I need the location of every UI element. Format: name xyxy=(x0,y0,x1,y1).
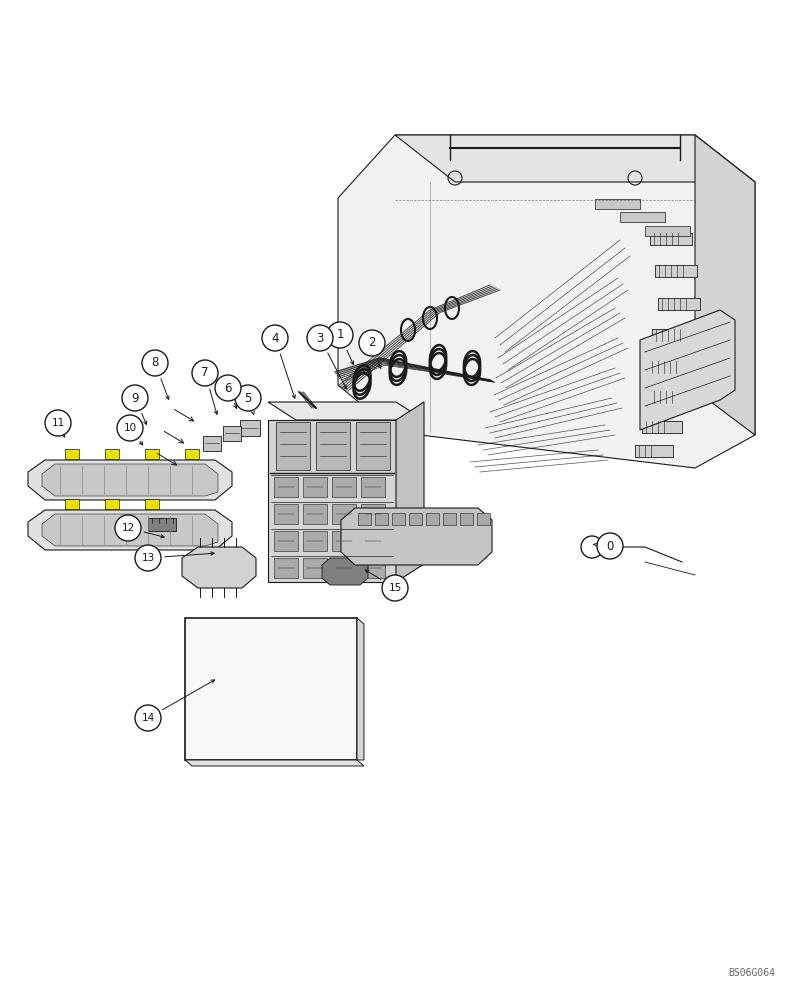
Bar xyxy=(185,618,357,760)
Polygon shape xyxy=(28,510,232,550)
Bar xyxy=(426,513,439,525)
Text: 1: 1 xyxy=(336,328,343,342)
Text: 7: 7 xyxy=(201,366,208,379)
Text: 2: 2 xyxy=(368,336,375,350)
Text: 9: 9 xyxy=(131,391,139,404)
Circle shape xyxy=(307,325,333,351)
Text: 4: 4 xyxy=(271,332,278,344)
Bar xyxy=(392,513,405,525)
Polygon shape xyxy=(268,402,423,420)
Bar xyxy=(358,513,371,525)
Bar xyxy=(361,504,384,524)
Text: 6: 6 xyxy=(224,381,231,394)
Bar xyxy=(273,504,298,524)
Circle shape xyxy=(122,385,148,411)
Circle shape xyxy=(115,515,141,541)
Bar xyxy=(303,477,327,497)
Bar xyxy=(223,426,241,441)
Bar xyxy=(240,420,260,436)
Polygon shape xyxy=(394,135,754,182)
Circle shape xyxy=(117,415,143,441)
Bar xyxy=(460,513,473,525)
Bar xyxy=(273,477,298,497)
Circle shape xyxy=(262,325,288,351)
Polygon shape xyxy=(396,402,423,582)
Bar xyxy=(303,504,327,524)
Bar xyxy=(644,226,689,236)
Bar xyxy=(203,436,221,451)
Circle shape xyxy=(135,705,161,731)
Circle shape xyxy=(234,385,260,411)
Text: 5: 5 xyxy=(244,391,251,404)
Bar xyxy=(145,449,159,459)
Bar xyxy=(375,513,388,525)
Circle shape xyxy=(381,575,407,601)
Bar xyxy=(332,504,355,524)
Bar xyxy=(276,422,310,470)
Bar xyxy=(273,531,298,551)
Bar xyxy=(303,531,327,551)
Text: 13: 13 xyxy=(141,553,154,563)
Bar xyxy=(647,361,689,373)
Circle shape xyxy=(45,410,71,436)
Bar xyxy=(649,391,689,403)
Polygon shape xyxy=(42,464,217,496)
Bar xyxy=(185,449,199,459)
Bar xyxy=(634,445,672,457)
Bar xyxy=(332,558,355,578)
Text: 14: 14 xyxy=(141,713,154,723)
Bar xyxy=(476,513,489,525)
Text: 3: 3 xyxy=(316,332,324,344)
Bar xyxy=(332,531,355,551)
Bar xyxy=(649,233,691,245)
Bar xyxy=(620,212,664,222)
Bar xyxy=(409,513,422,525)
Bar xyxy=(65,449,79,459)
Bar xyxy=(105,499,119,509)
Bar xyxy=(361,558,384,578)
Bar xyxy=(273,558,298,578)
Polygon shape xyxy=(694,135,754,435)
Polygon shape xyxy=(639,310,734,430)
Bar xyxy=(145,499,159,509)
Text: 11: 11 xyxy=(51,418,65,428)
Bar xyxy=(355,422,389,470)
Text: 10: 10 xyxy=(123,423,136,433)
Bar xyxy=(443,513,456,525)
Bar xyxy=(657,298,699,310)
Bar xyxy=(315,422,350,470)
Polygon shape xyxy=(182,547,255,588)
Circle shape xyxy=(135,545,161,571)
Bar xyxy=(148,518,176,531)
Bar xyxy=(654,265,696,277)
Polygon shape xyxy=(341,508,491,565)
Circle shape xyxy=(596,533,622,559)
Circle shape xyxy=(327,322,353,348)
Polygon shape xyxy=(322,558,367,585)
Bar xyxy=(361,477,384,497)
Polygon shape xyxy=(357,618,363,760)
Bar xyxy=(65,499,79,509)
Text: 8: 8 xyxy=(151,357,158,369)
Bar xyxy=(651,329,693,341)
Bar xyxy=(594,199,639,209)
Text: 0: 0 xyxy=(606,540,613,552)
Bar xyxy=(361,531,384,551)
Circle shape xyxy=(142,350,168,376)
Polygon shape xyxy=(185,760,363,766)
Polygon shape xyxy=(337,135,754,468)
Circle shape xyxy=(358,330,384,356)
Text: 12: 12 xyxy=(121,523,135,533)
Bar xyxy=(332,477,355,497)
Polygon shape xyxy=(42,514,217,546)
Circle shape xyxy=(215,375,241,401)
Text: 15: 15 xyxy=(388,583,401,593)
Text: BS06G064: BS06G064 xyxy=(727,968,774,978)
Polygon shape xyxy=(268,420,396,582)
Polygon shape xyxy=(28,460,232,500)
Bar xyxy=(303,558,327,578)
Bar xyxy=(642,421,681,433)
Circle shape xyxy=(191,360,217,386)
Bar xyxy=(105,449,119,459)
